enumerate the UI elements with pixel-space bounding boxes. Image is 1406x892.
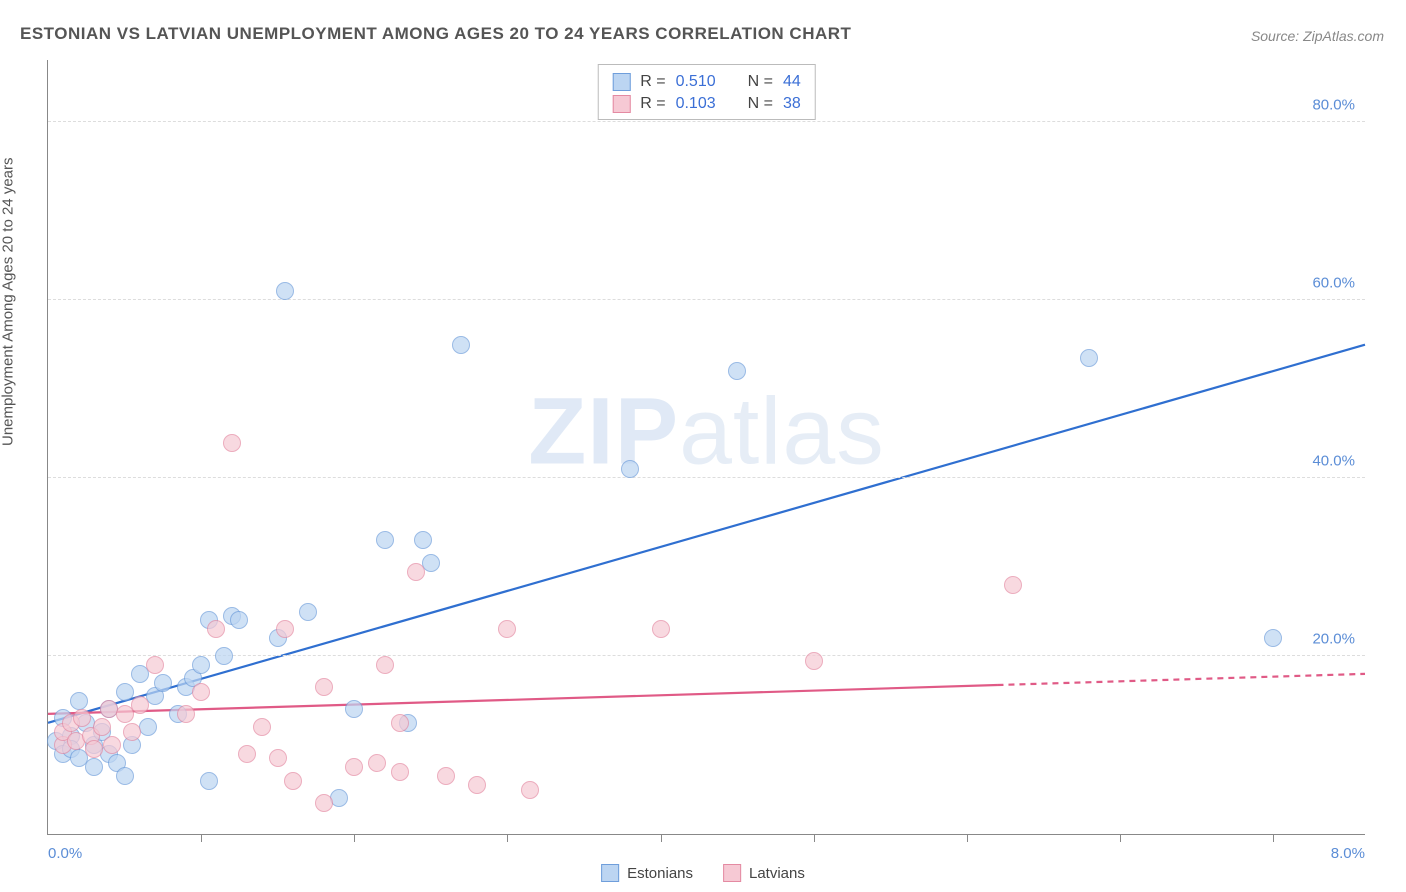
scatter-point [215, 647, 233, 665]
y-tick-label: 20.0% [1312, 631, 1355, 648]
scatter-point [116, 767, 134, 785]
scatter-point [223, 434, 241, 452]
legend-item: Latvians [723, 864, 805, 882]
gridline [48, 299, 1365, 300]
scatter-point [422, 554, 440, 572]
x-axis-max-label: 8.0% [1331, 845, 1365, 862]
y-axis-label: Unemployment Among Ages 20 to 24 years [0, 157, 17, 446]
corr-n-label: N = [748, 93, 773, 115]
legend-label: Estonians [627, 865, 693, 882]
scatter-point [315, 794, 333, 812]
x-tick [201, 834, 202, 842]
scatter-point [728, 362, 746, 380]
scatter-point [345, 700, 363, 718]
scatter-point [154, 674, 172, 692]
gridline [48, 655, 1365, 656]
corr-r-value: 0.510 [676, 71, 716, 93]
scatter-point [621, 460, 639, 478]
x-axis-min-label: 0.0% [48, 845, 82, 862]
scatter-point [238, 745, 256, 763]
scatter-point [269, 749, 287, 767]
scatter-point [131, 696, 149, 714]
scatter-point [276, 282, 294, 300]
scatter-point [146, 656, 164, 674]
scatter-point [330, 789, 348, 807]
scatter-point [177, 705, 195, 723]
scatter-point [192, 683, 210, 701]
y-tick-label: 40.0% [1312, 453, 1355, 470]
scatter-point [407, 563, 425, 581]
scatter-point [1080, 349, 1098, 367]
corr-n-value: 38 [783, 93, 801, 115]
scatter-point [376, 656, 394, 674]
corr-r-value: 0.103 [676, 93, 716, 115]
scatter-point [284, 772, 302, 790]
y-tick-label: 60.0% [1312, 275, 1355, 292]
scatter-point [521, 781, 539, 799]
scatter-point [116, 683, 134, 701]
legend-swatch [723, 864, 741, 882]
scatter-point [93, 718, 111, 736]
scatter-point [391, 714, 409, 732]
scatter-point [345, 758, 363, 776]
x-tick [967, 834, 968, 842]
scatter-point [1004, 576, 1022, 594]
chart-title: ESTONIAN VS LATVIAN UNEMPLOYMENT AMONG A… [20, 24, 851, 44]
scatter-point [253, 718, 271, 736]
scatter-point [103, 736, 121, 754]
scatter-point [468, 776, 486, 794]
watermark: ZIPatlas [528, 377, 884, 486]
scatter-point [299, 603, 317, 621]
scatter-point [230, 611, 248, 629]
correlation-row: R = 0.103 N = 38 [612, 93, 801, 115]
x-tick [1120, 834, 1121, 842]
gridline [48, 477, 1365, 478]
scatter-point [192, 656, 210, 674]
scatter-point [805, 652, 823, 670]
scatter-point [70, 692, 88, 710]
x-tick [814, 834, 815, 842]
scatter-point [123, 723, 141, 741]
series-legend: Estonians Latvians [601, 864, 805, 882]
corr-n-label: N = [748, 71, 773, 93]
x-tick [507, 834, 508, 842]
chart-container: ESTONIAN VS LATVIAN UNEMPLOYMENT AMONG A… [0, 0, 1406, 892]
scatter-point [391, 763, 409, 781]
scatter-point [437, 767, 455, 785]
scatter-point [498, 620, 516, 638]
corr-r-label: R = [640, 93, 665, 115]
gridline [48, 121, 1365, 122]
correlation-legend: R = 0.510 N = 44 R = 0.103 N = 38 [597, 64, 816, 120]
y-tick-label: 80.0% [1312, 97, 1355, 114]
scatter-point [200, 772, 218, 790]
scatter-point [1264, 629, 1282, 647]
scatter-point [652, 620, 670, 638]
trendlines-svg [48, 60, 1365, 834]
scatter-point [376, 531, 394, 549]
scatter-point [85, 758, 103, 776]
x-tick [354, 834, 355, 842]
scatter-point [414, 531, 432, 549]
legend-swatch [612, 73, 630, 91]
correlation-row: R = 0.510 N = 44 [612, 71, 801, 93]
scatter-point [73, 709, 91, 727]
scatter-point [315, 678, 333, 696]
corr-n-value: 44 [783, 71, 801, 93]
scatter-point [452, 336, 470, 354]
plot-area: ZIPatlas R = 0.510N = 44R = 0.103N = 38 … [47, 60, 1365, 835]
scatter-point [207, 620, 225, 638]
x-tick [1273, 834, 1274, 842]
scatter-point [368, 754, 386, 772]
legend-item: Estonians [601, 864, 693, 882]
legend-label: Latvians [749, 865, 805, 882]
legend-swatch [601, 864, 619, 882]
legend-swatch [612, 95, 630, 113]
source-attribution: Source: ZipAtlas.com [1251, 28, 1384, 44]
x-tick [661, 834, 662, 842]
scatter-point [85, 740, 103, 758]
scatter-point [276, 620, 294, 638]
corr-r-label: R = [640, 71, 665, 93]
scatter-point [139, 718, 157, 736]
